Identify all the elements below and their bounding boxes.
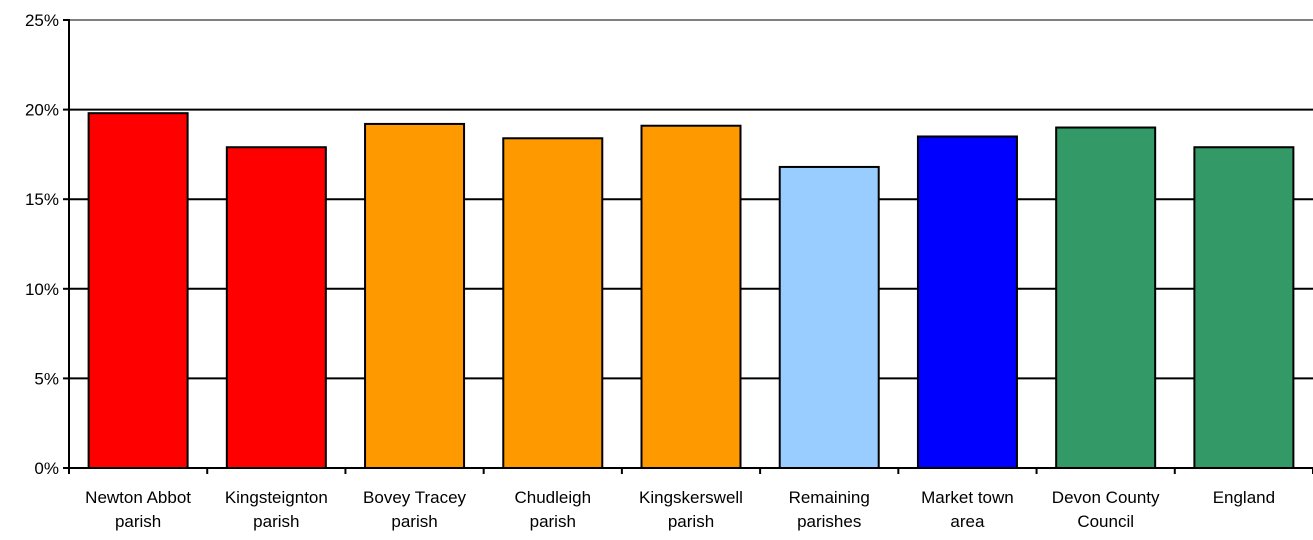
bar-7 <box>1055 126 1157 470</box>
x-tick-label-line: area <box>950 512 985 531</box>
bar-3 <box>502 137 604 469</box>
x-tick-label-line: parish <box>253 512 299 531</box>
x-tick-label-line: parish <box>668 512 714 531</box>
x-tick-label-line: Council <box>1077 512 1134 531</box>
x-tick-label-line: Kingskerswell <box>639 488 743 507</box>
bar-6 <box>916 135 1018 469</box>
x-tick-label-5: Remaining parishes <box>789 488 870 531</box>
y-tick-label-15: 15% <box>25 190 59 209</box>
x-tick-label-line: parish <box>391 512 437 531</box>
x-tick-label-line: England <box>1213 488 1275 507</box>
x-tick-label-line: Kingsteignton <box>225 488 328 507</box>
x-tick-label-1: Kingsteignton parish <box>225 488 328 531</box>
y-tick-label-10: 10% <box>25 280 59 299</box>
x-tick-label-0: Newton Abbot parish <box>85 488 191 531</box>
x-tick-label-2: Bovey Tracey parish <box>363 488 466 531</box>
bar-5 <box>778 165 880 469</box>
x-tick-label-6: Market town area <box>921 488 1014 531</box>
x-tick-label-line: Chudleigh <box>514 488 591 507</box>
x-tick-label-line: Bovey Tracey <box>363 488 466 507</box>
x-tick-label-line: Newton Abbot <box>85 488 191 507</box>
x-tick-label-3: Chudleigh parish <box>514 488 591 531</box>
axes <box>63 19 1313 474</box>
y-tick-labels: 0% 5% 10% 15% 20% 25% <box>25 11 59 478</box>
y-tick-label-20: 20% <box>25 101 59 120</box>
bar-2 <box>364 122 466 469</box>
x-tick-label-line: parish <box>115 512 161 531</box>
x-tick-label-line: Devon County <box>1052 488 1160 507</box>
bar-8 <box>1193 146 1295 469</box>
y-tick-label-25: 25% <box>25 11 59 30</box>
y-tick-label-5: 5% <box>34 369 59 388</box>
y-tick-label-0: 0% <box>34 459 59 478</box>
x-tick-label-line: parish <box>530 512 576 531</box>
bar-4 <box>640 124 742 469</box>
x-tick-label-line: Remaining <box>789 488 870 507</box>
bars <box>87 112 1295 470</box>
x-tick-label-7: Devon County Council <box>1052 488 1160 531</box>
x-tick-label-8: England <box>1213 488 1275 507</box>
x-tick-label-4: Kingskerswell parish <box>639 488 743 531</box>
x-tick-label-line: Market town <box>921 488 1014 507</box>
bar-1 <box>225 146 327 469</box>
x-tick-label-line: parishes <box>797 512 861 531</box>
bar-0 <box>87 112 189 470</box>
